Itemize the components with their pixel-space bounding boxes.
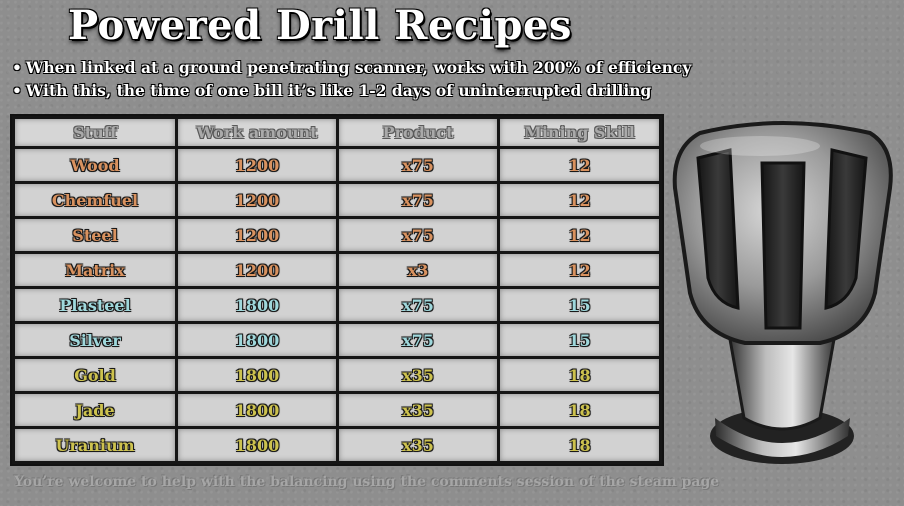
recipes-table: Stuff Work amount Product Mining Skill W… xyxy=(10,114,664,466)
cell-product: x75 xyxy=(339,289,497,321)
cell-product-text: x35 xyxy=(402,365,434,385)
cell-work-amount: 1200 xyxy=(178,219,336,251)
cell-work-amount-text: 1800 xyxy=(234,295,280,315)
cell-mining-skill-text: 12 xyxy=(568,190,591,210)
table-row: Jade 1800 x35 18 xyxy=(15,394,659,426)
table-row: Wood 1200 x75 12 xyxy=(15,149,659,181)
bullet-icon: • xyxy=(12,81,22,100)
cell-stuff-text: Wood xyxy=(70,155,120,175)
cell-work-amount-text: 1800 xyxy=(234,400,280,420)
cell-work-amount: 1200 xyxy=(178,254,336,286)
cell-work-amount: 1800 xyxy=(178,289,336,321)
cell-mining-skill-text: 12 xyxy=(568,155,591,175)
cell-product: x35 xyxy=(339,429,497,461)
notes-list: • When linked at a ground penetrating sca… xyxy=(12,56,691,102)
cell-stuff-text: Matrix xyxy=(65,260,125,280)
column-header-product: Product xyxy=(339,119,497,146)
cell-product-text: x75 xyxy=(402,225,434,245)
cell-mining-skill-text: 12 xyxy=(568,225,591,245)
note-text: With this, the time of one bill it’s lik… xyxy=(25,81,652,100)
cell-mining-skill: 15 xyxy=(500,289,659,321)
cell-work-amount-text: 1800 xyxy=(234,365,280,385)
table-row: Silver 1800 x75 15 xyxy=(15,324,659,356)
cell-mining-skill: 12 xyxy=(500,219,659,251)
cell-mining-skill: 18 xyxy=(500,359,659,391)
cell-stuff: Chemfuel xyxy=(15,184,175,216)
cell-stuff: Plasteel xyxy=(15,289,175,321)
cell-work-amount: 1800 xyxy=(178,429,336,461)
cell-mining-skill-text: 18 xyxy=(568,435,591,455)
cell-work-amount: 1800 xyxy=(178,394,336,426)
table-row: Uranium 1800 x35 18 xyxy=(15,429,659,461)
table-row: Chemfuel 1200 x75 12 xyxy=(15,184,659,216)
cell-stuff-text: Steel xyxy=(72,225,118,245)
cell-work-amount-text: 1800 xyxy=(234,435,280,455)
cell-stuff-text: Chemfuel xyxy=(51,190,139,210)
cell-product: x35 xyxy=(339,394,497,426)
cell-product: x75 xyxy=(339,149,497,181)
cell-stuff-text: Plasteel xyxy=(59,295,131,315)
cell-product: x75 xyxy=(339,184,497,216)
table-row: Steel 1200 x75 12 xyxy=(15,219,659,251)
cell-product: x3 xyxy=(339,254,497,286)
cell-mining-skill: 18 xyxy=(500,394,659,426)
cell-stuff: Gold xyxy=(15,359,175,391)
cell-mining-skill-text: 15 xyxy=(568,295,591,315)
table-row: Plasteel 1800 x75 15 xyxy=(15,289,659,321)
cell-stuff: Jade xyxy=(15,394,175,426)
cell-mining-skill-text: 15 xyxy=(568,330,591,350)
cell-mining-skill-text: 12 xyxy=(568,260,591,280)
bullet-icon: • xyxy=(12,58,22,77)
note-item: • With this, the time of one bill it’s li… xyxy=(12,79,691,102)
table-header-row: Stuff Work amount Product Mining Skill xyxy=(15,119,659,146)
cell-stuff: Uranium xyxy=(15,429,175,461)
cell-product: x35 xyxy=(339,359,497,391)
cell-work-amount-text: 1200 xyxy=(234,190,280,210)
cell-work-amount: 1200 xyxy=(178,184,336,216)
cell-work-amount-text: 1200 xyxy=(234,225,280,245)
cell-stuff: Wood xyxy=(15,149,175,181)
cell-product-text: x75 xyxy=(402,190,434,210)
cell-product-text: x3 xyxy=(407,260,429,280)
note-item: • When linked at a ground penetrating sca… xyxy=(12,56,691,79)
cell-product: x75 xyxy=(339,219,497,251)
page-title: Powered Drill Recipes xyxy=(68,2,572,49)
cell-mining-skill-text: 18 xyxy=(568,365,591,385)
cell-mining-skill: 18 xyxy=(500,429,659,461)
footer-note: You’re welcome to help with the balancin… xyxy=(14,474,720,490)
cell-product-text: x35 xyxy=(402,400,434,420)
cell-work-amount: 1800 xyxy=(178,359,336,391)
cell-stuff-text: Silver xyxy=(69,330,121,350)
cell-work-amount-text: 1200 xyxy=(234,260,280,280)
cell-stuff-text: Gold xyxy=(74,365,116,385)
powered-drill-icon xyxy=(672,121,893,464)
cell-stuff: Steel xyxy=(15,219,175,251)
cell-mining-skill: 12 xyxy=(500,184,659,216)
note-text: When linked at a ground penetrating scan… xyxy=(25,58,692,77)
cell-work-amount: 1800 xyxy=(178,324,336,356)
cell-product-text: x75 xyxy=(402,155,434,175)
cell-mining-skill-text: 18 xyxy=(568,400,591,420)
column-header-work-amount: Work amount xyxy=(178,119,336,146)
cell-work-amount-text: 1800 xyxy=(234,330,280,350)
cell-stuff-text: Uranium xyxy=(55,435,135,455)
cell-stuff: Matrix xyxy=(15,254,175,286)
column-header-mining-skill: Mining Skill xyxy=(500,119,659,146)
cell-product-text: x35 xyxy=(402,435,434,455)
cell-stuff: Silver xyxy=(15,324,175,356)
table-row: Gold 1800 x35 18 xyxy=(15,359,659,391)
table-row: Matrix 1200 x3 12 xyxy=(15,254,659,286)
cell-product: x75 xyxy=(339,324,497,356)
cell-mining-skill: 15 xyxy=(500,324,659,356)
cell-mining-skill: 12 xyxy=(500,254,659,286)
cell-stuff-text: Jade xyxy=(75,400,115,420)
column-header-stuff: Stuff xyxy=(15,119,175,146)
cell-product-text: x75 xyxy=(402,295,434,315)
cell-mining-skill: 12 xyxy=(500,149,659,181)
cell-work-amount-text: 1200 xyxy=(234,155,280,175)
cell-work-amount: 1200 xyxy=(178,149,336,181)
cell-product-text: x75 xyxy=(402,330,434,350)
